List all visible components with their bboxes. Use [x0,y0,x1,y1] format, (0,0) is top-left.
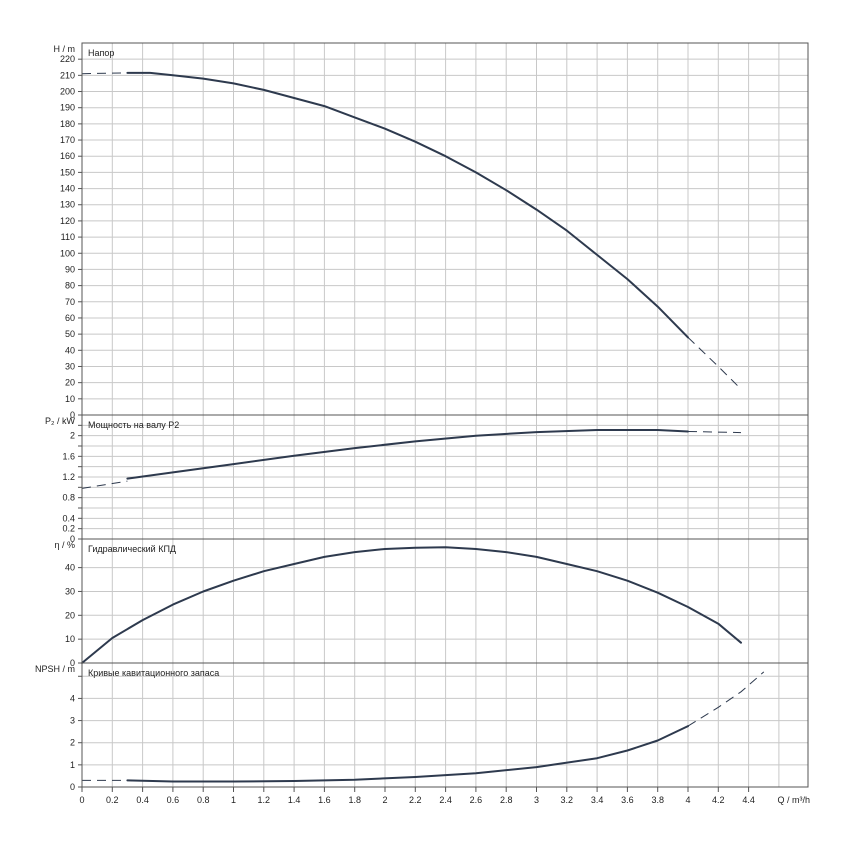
x-tick-label: 2.8 [500,795,513,805]
x-tick-label: 2.6 [470,795,483,805]
y-tick-label: 1 [70,760,75,770]
y-tick-label: 130 [60,200,75,210]
y-axis-label: P₂ / kW [45,416,75,426]
x-tick-label: 0.6 [167,795,180,805]
y-tick-label: 140 [60,184,75,194]
panel-title: Гидравлический КПД [88,544,176,554]
y-tick-label: 40 [65,563,75,573]
y-tick-label: 20 [65,378,75,388]
y-tick-label: 90 [65,264,75,274]
curve-npsh-dashed [687,671,765,727]
x-tick-label: 1.6 [318,795,331,805]
y-tick-label: 40 [65,345,75,355]
y-tick-label: 190 [60,103,75,113]
y-tick-label: 150 [60,167,75,177]
y-tick-label: 160 [60,151,75,161]
x-tick-label: 3.8 [651,795,664,805]
curve-power-solid [126,429,689,480]
panel-efficiency: 0 10 20 30 40 η / % Гидравлический КПД [54,540,808,668]
panel-title: Кривые кавитационного запаса [88,668,219,678]
y-tick-label: 4 [70,693,75,703]
y-tick-label: 2 [70,431,75,441]
y-tick-label: 70 [65,297,75,307]
x-tick-label: 0.8 [197,795,210,805]
panel-title: Мощность на валу P2 [88,420,179,430]
x-tick-label: 1.4 [288,795,301,805]
y-tick-label: 2 [70,738,75,748]
y-tick-label: 10 [65,394,75,404]
x-tick-label: 4 [685,795,690,805]
y-tick-label: 30 [65,361,75,371]
panel-npsh: 0 1 2 3 4 NPSH / m Кривые кавитационного запас… [35,664,808,792]
x-tick-label: 0.2 [106,795,119,805]
y-tick-label: 0 [70,658,75,668]
y-tick-label: 1.2 [62,472,75,482]
y-tick-label: 220 [60,54,75,64]
x-tick-label: 3.6 [621,795,634,805]
y-tick-label: 0.8 [62,493,75,503]
curve-npsh-solid [126,725,689,783]
y-tick-label: 0.4 [62,513,75,523]
curve-head-dashed [81,72,128,75]
y-tick-label: 60 [65,313,75,323]
x-tick-label: 0 [79,795,84,805]
y-tick-label: 100 [60,248,75,258]
x-tick-label: 2.2 [409,795,422,805]
y-tick-label: 10 [65,634,75,644]
x-axis: 0 0.2 0.4 0.6 0.8 1 1.2 1.4 1.6 1.8 2 2.2 2.4 2.6 2.8 3… [79,787,810,805]
x-tick-label: 1 [231,795,236,805]
x-tick-label: 3.4 [591,795,604,805]
y-tick-label: 170 [60,135,75,145]
panel-head: 0 10 20 30 40 50 60 70 80 90 100 110 120 130 140 150 160… [54,44,808,420]
curve-power-dashed [81,480,128,489]
y-tick-label: 0 [70,534,75,544]
x-tick-label: 4.2 [712,795,725,805]
curve-power-dashed [687,431,742,434]
curve-head-dashed [687,337,742,390]
x-tick-label: 1.2 [258,795,271,805]
y-axis-label: η / % [54,540,75,550]
y-tick-label: 180 [60,119,75,129]
y-tick-label: 110 [61,232,75,242]
x-tick-label: 0.4 [136,795,149,805]
x-tick-label: 2.4 [439,795,452,805]
curve-efficiency-solid [81,546,742,664]
panel-power: 00.20.4 0.8 1.2 1.6 2 P₂ / kW Мощность на валу… [45,416,808,544]
x-tick-label: 4.4 [742,795,755,805]
y-tick-label: 0 [70,782,75,792]
x-tick-label: 3.2 [561,795,574,805]
y-tick-label: 80 [65,281,75,291]
y-tick-label: 50 [65,329,75,339]
y-tick-label: 1.6 [62,451,75,461]
y-tick-label: 3 [70,716,75,726]
y-tick-label: 120 [60,216,75,226]
x-axis-label: Q / m³/h [777,795,810,805]
y-axis-label: NPSH / m [35,664,75,674]
panel-title: Напор [88,48,114,58]
y-tick-label: 30 [65,586,75,596]
y-tick-label: 200 [60,87,75,97]
y-tick-label: 0 [70,410,75,420]
x-tick-label: 1.8 [348,795,361,805]
y-axis-label: H / m [54,44,76,54]
curve-head-solid [126,71,689,339]
x-tick-label: 2 [382,795,387,805]
y-tick-label: 210 [60,70,75,80]
y-tick-label: 20 [65,610,75,620]
y-tick-label: 0.2 [62,524,75,534]
x-tick-label: 3 [534,795,539,805]
